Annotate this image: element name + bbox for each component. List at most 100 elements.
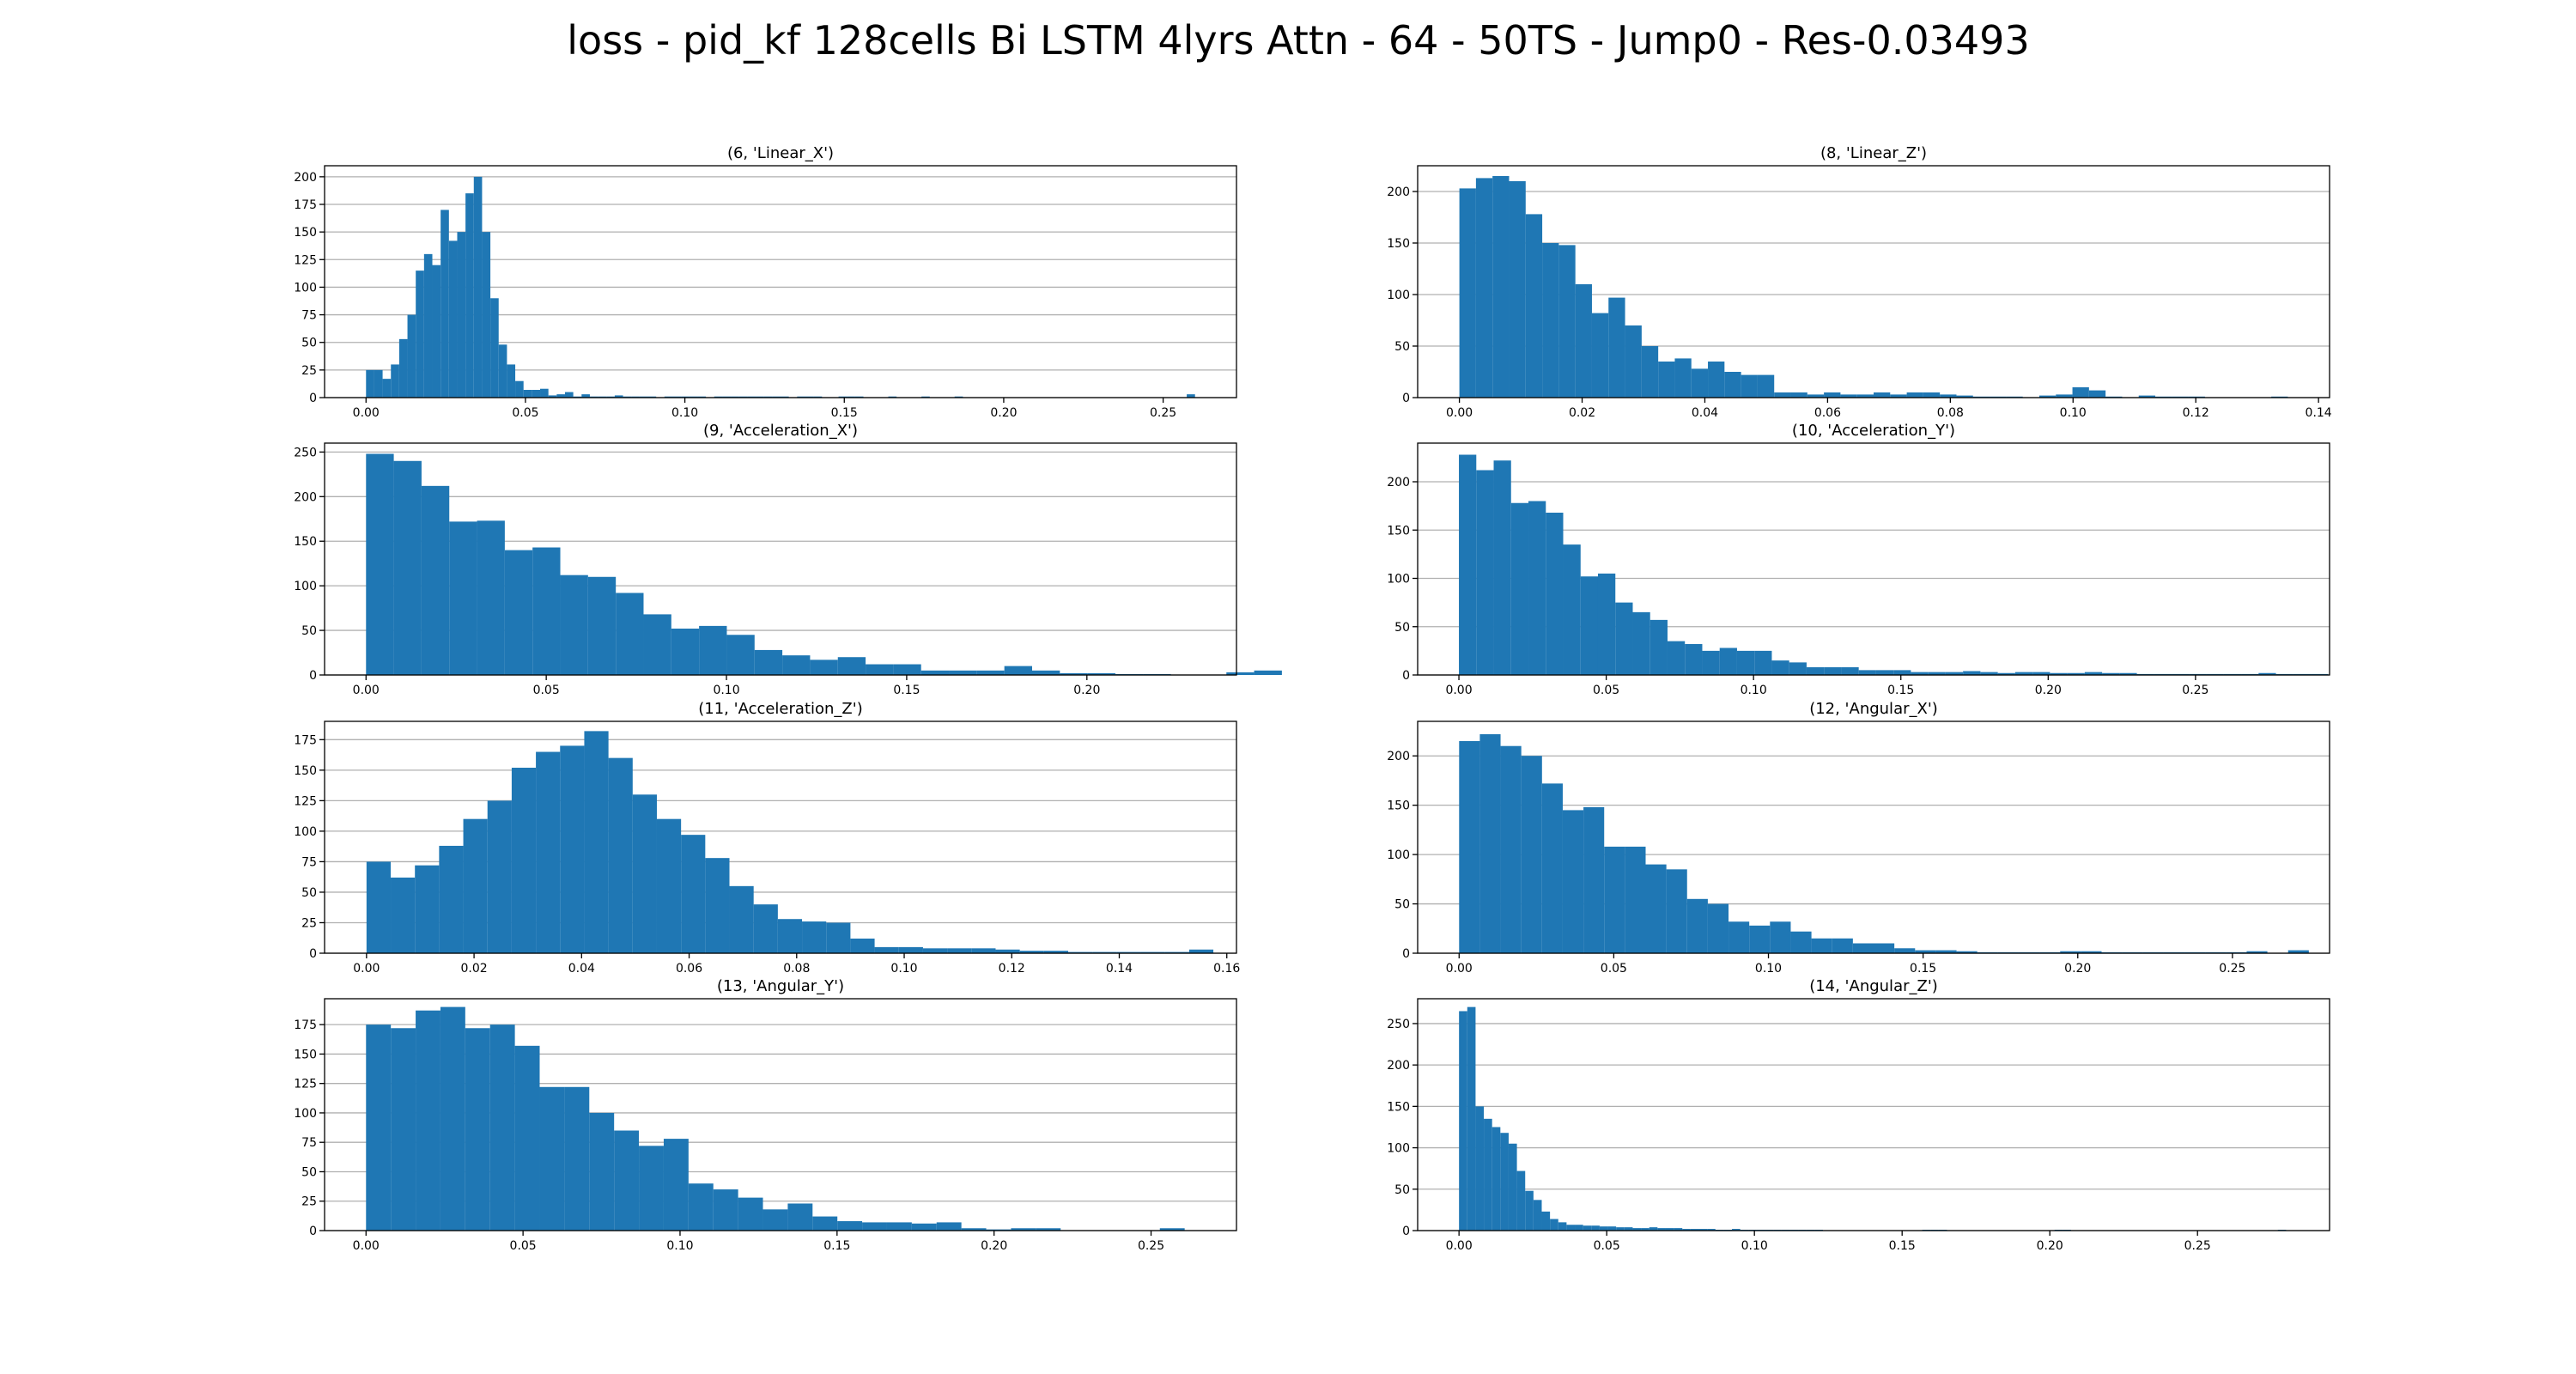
- y-tick-label: 125: [294, 253, 317, 267]
- histogram-bar: [1935, 950, 1957, 953]
- y-tick-label: 250: [294, 446, 317, 459]
- x-tick-label: 0.05: [510, 1239, 537, 1253]
- x-tick-label: 0.14: [2306, 406, 2332, 420]
- histogram-bar: [671, 629, 700, 675]
- x-tick-label: 0.25: [2182, 684, 2208, 697]
- x-tick-label: 0.00: [1446, 406, 1473, 420]
- x-tick-label: 0.15: [1889, 1239, 1916, 1253]
- histogram-bar: [1915, 950, 1936, 953]
- histogram-bar: [1187, 394, 1195, 398]
- histogram-bar: [463, 818, 488, 953]
- histogram-bar: [729, 885, 754, 953]
- histogram-bar: [1856, 394, 1874, 398]
- x-tick-label: 0.15: [823, 1239, 850, 1253]
- histogram-bar: [1625, 846, 1646, 953]
- histogram-bar: [393, 460, 422, 675]
- histogram-bar: [762, 1209, 788, 1231]
- histogram-bar: [1858, 670, 1876, 675]
- y-tick-label: 0: [1402, 669, 1410, 683]
- histogram-bar: [548, 395, 557, 398]
- histogram-bar: [1500, 1133, 1509, 1231]
- histogram-bar: [1736, 650, 1755, 675]
- x-tick-label: 0.05: [533, 684, 560, 697]
- histogram-bar: [1911, 672, 1929, 675]
- panels-group: (6, 'Linear_X') 0.00 0.05 0.10 0.15 0.20 0.25 0…: [294, 144, 2332, 1253]
- histogram-bar: [1875, 670, 1894, 675]
- histogram-bar: [1164, 951, 1189, 953]
- histogram-bar: [1832, 938, 1853, 953]
- y-tick-label: 150: [294, 226, 317, 240]
- histogram-bar: [976, 670, 1005, 675]
- histogram-bar: [514, 1045, 540, 1231]
- histogram-bar: [1509, 181, 1526, 398]
- histogram-bar: [477, 520, 505, 675]
- histogram-panel: (9, 'Acceleration_X') 0.00 0.05 0.10 0.15 0.2…: [294, 422, 1282, 697]
- panel-title: (13, 'Angular_Y'): [717, 977, 844, 995]
- histogram-bar: [1641, 1228, 1649, 1231]
- x-tick-label: 0.25: [1150, 406, 1176, 420]
- histogram-bar: [498, 344, 507, 398]
- x-tick-label: 0.08: [783, 962, 810, 976]
- histogram-bar: [1484, 1118, 1492, 1231]
- histogram-bar: [1770, 921, 1791, 953]
- histogram-bar: [837, 657, 866, 675]
- histogram-bar: [1510, 502, 1529, 675]
- histogram-bar: [1599, 1226, 1608, 1231]
- histogram-bar: [1492, 1127, 1501, 1231]
- histogram-bar: [2119, 672, 2137, 675]
- histogram-bar: [1754, 650, 1772, 675]
- x-tick-label: 0.00: [1445, 684, 1472, 697]
- histogram-bar: [911, 1223, 937, 1231]
- axes-frame: [1417, 998, 2330, 1231]
- histogram-bar: [1140, 951, 1165, 953]
- histogram-bar: [699, 625, 727, 675]
- x-tick-label: 0.10: [713, 684, 739, 697]
- histogram-bar: [2102, 672, 2120, 675]
- panel-title: (8, 'Linear_Z'): [1820, 144, 1927, 162]
- histogram-bar: [874, 946, 899, 953]
- histogram-bar: [507, 364, 516, 398]
- y-tick-label: 200: [1387, 185, 1410, 199]
- axes-frame: [324, 165, 1237, 398]
- histogram-bar: [1528, 501, 1546, 675]
- y-tick-label: 0: [309, 947, 317, 961]
- histogram-bar: [523, 390, 532, 398]
- histogram-bar: [947, 948, 972, 953]
- x-tick-label: 0.05: [1601, 962, 1627, 976]
- histogram-bar: [1092, 951, 1117, 953]
- histogram-bar: [726, 635, 755, 675]
- histogram-bar: [423, 253, 433, 398]
- y-tick-label: 0: [1402, 1225, 1410, 1238]
- y-tick-label: 50: [1394, 1183, 1410, 1197]
- histogram-bar: [1116, 951, 1141, 953]
- x-tick-label: 0.20: [1073, 684, 1100, 697]
- histogram-bar: [540, 388, 549, 398]
- x-tick-label: 0.05: [1594, 1239, 1620, 1253]
- histogram-bar: [2038, 395, 2057, 398]
- y-tick-label: 100: [1387, 289, 1410, 302]
- histogram-bar: [1702, 650, 1720, 675]
- histogram-bar: [1583, 1225, 1592, 1231]
- histogram-bar: [1645, 864, 1667, 953]
- histogram-bar: [961, 1228, 987, 1231]
- x-tick-label: 0.00: [1446, 1239, 1473, 1253]
- y-tick-label: 150: [1387, 237, 1410, 251]
- histogram-bar: [1580, 576, 1598, 675]
- histogram-bar: [898, 946, 923, 953]
- histogram-bar: [995, 949, 1020, 953]
- histogram-bar: [1665, 1228, 1674, 1231]
- x-tick-label: 0.20: [990, 406, 1017, 420]
- histogram-bar: [482, 232, 491, 398]
- x-tick-label: 0.15: [831, 406, 858, 420]
- y-tick-label: 50: [301, 337, 317, 350]
- x-tick-label: 0.04: [568, 962, 595, 976]
- histogram-bar: [1011, 1228, 1036, 1231]
- histogram-bar: [1674, 1228, 1683, 1231]
- histogram-bar: [1658, 362, 1675, 398]
- x-tick-label: 0.25: [2219, 962, 2245, 976]
- histogram-bar: [1956, 395, 1973, 398]
- histogram-bar: [1516, 1170, 1526, 1231]
- histogram-bar: [366, 861, 392, 953]
- histogram-bar: [1597, 573, 1616, 675]
- histogram-bar: [2246, 951, 2268, 953]
